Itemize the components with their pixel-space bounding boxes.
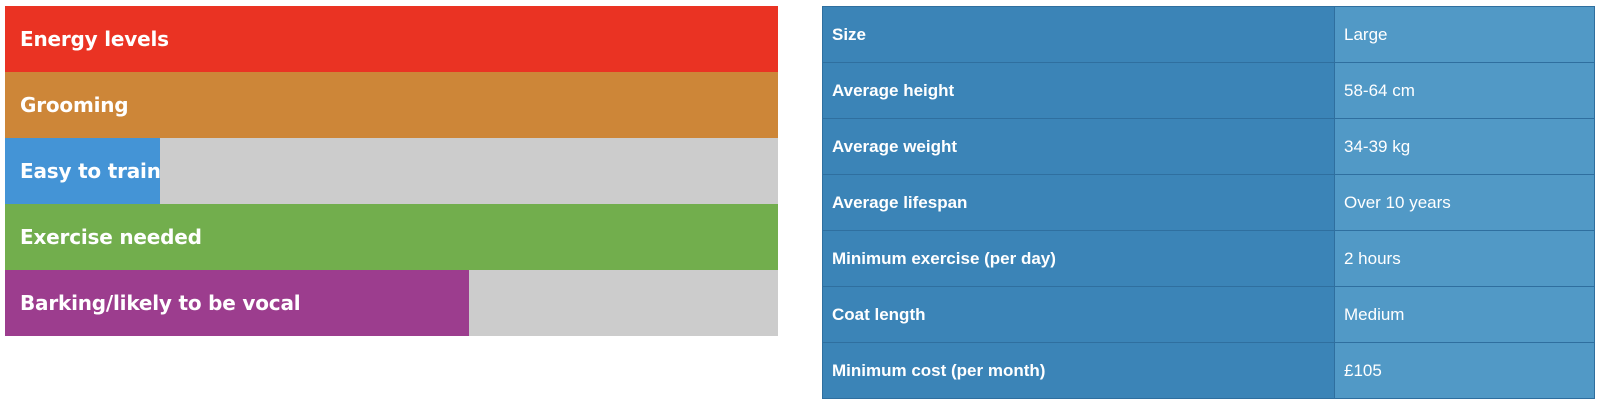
trait-bar-barking: Barking/likely to be vocal xyxy=(5,270,778,336)
trait-bar-exercise-needed: Exercise needed xyxy=(5,204,778,270)
fact-value: Large xyxy=(1334,6,1595,63)
trait-fill xyxy=(5,270,469,336)
trait-label: Easy to train xyxy=(20,159,161,183)
trait-bars: Energy levels Grooming Easy to train Exe… xyxy=(5,6,778,336)
fact-value: 58-64 cm xyxy=(1334,62,1595,119)
trait-fill xyxy=(5,72,778,138)
fact-key: Average weight xyxy=(822,118,1335,175)
fact-key: Size xyxy=(822,6,1335,63)
trait-bar-grooming: Grooming xyxy=(5,72,778,138)
trait-label: Exercise needed xyxy=(20,225,202,249)
table-row: Average height 58-64 cm xyxy=(822,62,1595,119)
fact-key: Average lifespan xyxy=(822,174,1335,231)
table-row: Minimum exercise (per day) 2 hours xyxy=(822,230,1595,287)
fact-value: £105 xyxy=(1334,342,1595,399)
trait-label: Energy levels xyxy=(20,27,169,51)
fact-key: Minimum cost (per month) xyxy=(822,342,1335,399)
trait-fill xyxy=(5,138,160,204)
fact-key: Coat length xyxy=(822,286,1335,343)
fact-key: Minimum exercise (per day) xyxy=(822,230,1335,287)
fact-value: 34-39 kg xyxy=(1334,118,1595,175)
trait-fill xyxy=(5,204,778,270)
fact-value: Medium xyxy=(1334,286,1595,343)
trait-label: Grooming xyxy=(20,93,129,117)
table-row: Average lifespan Over 10 years xyxy=(822,174,1595,231)
breed-facts-table: Size Large Average height 58-64 cm Avera… xyxy=(822,6,1595,399)
fact-value: 2 hours xyxy=(1334,230,1595,287)
trait-bar-easy-to-train: Easy to train xyxy=(5,138,778,204)
trait-bar-energy-levels: Energy levels xyxy=(5,6,778,72)
fact-key: Average height xyxy=(822,62,1335,119)
trait-label: Barking/likely to be vocal xyxy=(20,291,301,315)
table-row: Minimum cost (per month) £105 xyxy=(822,342,1595,399)
table-row: Average weight 34-39 kg xyxy=(822,118,1595,175)
fact-value: Over 10 years xyxy=(1334,174,1595,231)
trait-fill xyxy=(5,6,778,72)
table-row: Size Large xyxy=(822,6,1595,63)
table-row: Coat length Medium xyxy=(822,286,1595,343)
